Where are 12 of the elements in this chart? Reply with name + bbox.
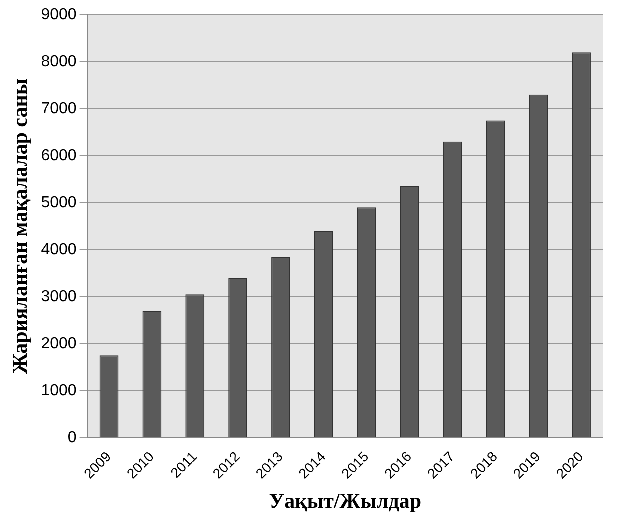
y-tick-label: 5000	[41, 194, 77, 212]
x-axis-title: Уақыт/Жылдар	[269, 488, 422, 513]
y-tick-label: 7000	[41, 100, 77, 118]
y-tick-label: 2000	[41, 335, 77, 352]
y-axis-title: Жарияланған мақалалар саны	[8, 78, 32, 374]
y-tick-label: 0	[68, 429, 77, 446]
y-tick-label: 1000	[41, 382, 77, 400]
y-tick-label: 3000	[41, 288, 77, 306]
y-tick-label: 9000	[41, 6, 77, 24]
y-tick-label: 8000	[41, 53, 77, 70]
y-tick-label: 6000	[41, 147, 77, 164]
y-tick-label: 4000	[41, 241, 77, 258]
